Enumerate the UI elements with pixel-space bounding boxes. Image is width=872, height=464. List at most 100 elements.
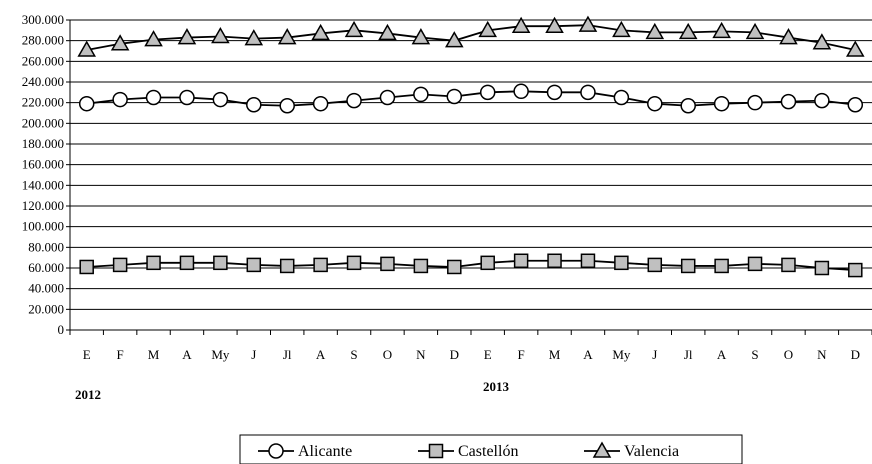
data-point: [279, 98, 295, 114]
data-point: [79, 259, 94, 275]
y-tick-label: 120.000: [22, 198, 64, 213]
legend-label: Alicante: [298, 443, 352, 460]
data-point: [845, 40, 865, 57]
y-tick-label: 200.000: [22, 115, 64, 130]
y-tick-label: 240.000: [22, 74, 64, 89]
data-point: [413, 258, 429, 274]
y-tick-label: 140.000: [22, 177, 64, 192]
x-tick-label: A: [182, 347, 192, 362]
x-tick-label: S: [751, 347, 758, 362]
y-tick-label: 220.000: [22, 95, 64, 110]
legend: Alicante Castellón Valencia: [239, 434, 743, 464]
data-point: [110, 34, 130, 51]
data-point: [379, 89, 396, 106]
data-point: [312, 95, 329, 112]
x-tick-label: O: [383, 347, 392, 362]
series-line: [86, 259, 856, 271]
data-point: [344, 20, 364, 38]
data-point: [714, 258, 729, 274]
data-point: [380, 256, 395, 272]
data-point: [244, 29, 264, 46]
x-tick-label: My: [612, 347, 631, 362]
data-point: [145, 89, 162, 106]
data-point: [747, 256, 763, 272]
data-point: [814, 92, 830, 109]
data-point: [77, 40, 97, 57]
data-point: [713, 95, 730, 112]
data-point: [311, 23, 330, 41]
data-point: [446, 88, 463, 105]
x-tick-label: M: [549, 347, 561, 362]
x-tick-label: O: [784, 347, 793, 362]
y-tick-label: 60.000: [28, 260, 64, 275]
data-point: [479, 84, 496, 101]
x-tick-label: J: [251, 347, 256, 362]
data-point: [478, 20, 498, 38]
data-point: [378, 23, 397, 41]
data-point: [112, 91, 128, 108]
legend-box: [239, 434, 743, 464]
y-tick-label: 0: [58, 322, 65, 337]
x-tick-label: F: [518, 347, 525, 362]
y-tick-label: 260.000: [22, 53, 64, 68]
data-point: [578, 15, 598, 32]
data-point: [747, 94, 763, 111]
x-tick-label: E: [83, 347, 91, 362]
x-tick-label: D: [450, 347, 459, 362]
data-point: [112, 257, 128, 273]
data-point: [647, 95, 663, 112]
series-castellón: [79, 253, 863, 278]
data-point: [779, 28, 798, 45]
data-point: [546, 84, 563, 101]
x-axis-tick-labels: E F M A My J Jl A S O N D E F M A My J Jl A S O N D: [83, 347, 860, 362]
data-point: [346, 255, 362, 271]
legend-marker: [592, 441, 612, 458]
x-tick-label: A: [717, 347, 727, 362]
data-point: [847, 96, 864, 113]
data-point: [213, 255, 228, 271]
data-point: [513, 83, 529, 100]
legend-marker: [428, 443, 444, 459]
data-point: [513, 253, 529, 269]
data-point: [678, 22, 698, 40]
series-valencia: [77, 15, 865, 57]
data-point: [179, 255, 195, 271]
x-tick-label: N: [817, 347, 827, 362]
x-tick-label: D: [851, 347, 860, 362]
legend-item-alicante: Alicante: [258, 443, 352, 460]
year-label-2012: 2012: [75, 387, 101, 402]
x-tick-label: A: [316, 347, 326, 362]
legend-marker: [268, 443, 284, 459]
y-tick-label: 300.000: [22, 12, 64, 27]
data-point: [480, 255, 495, 271]
axes: [69, 20, 872, 335]
y-tick-label: 180.000: [22, 136, 64, 151]
legend-item-castellón: Castellón: [418, 443, 518, 460]
legend-label: Valencia: [624, 443, 679, 460]
data-point: [645, 22, 665, 40]
data-point: [211, 27, 230, 44]
x-tick-label: N: [416, 347, 426, 362]
data-point: [313, 257, 328, 273]
data-point: [545, 16, 564, 33]
data-point: [447, 259, 462, 275]
data-point: [246, 96, 262, 113]
data-point: [511, 16, 531, 33]
data-point: [246, 257, 262, 273]
series-line: [86, 24, 856, 51]
data-point: [780, 93, 797, 110]
data-point: [680, 98, 696, 114]
x-tick-label: F: [117, 347, 124, 362]
x-tick-label: A: [583, 347, 593, 362]
series-group: [77, 15, 865, 278]
y-tick-label: 20.000: [28, 301, 64, 316]
y-tick-label: 80.000: [28, 239, 64, 254]
data-point: [613, 89, 630, 106]
data-point: [745, 22, 765, 40]
legend-item-valencia: Valencia: [584, 441, 679, 460]
data-point: [614, 255, 629, 271]
data-point: [277, 28, 297, 45]
data-point: [279, 258, 295, 274]
x-tick-label: Jl: [684, 347, 693, 362]
